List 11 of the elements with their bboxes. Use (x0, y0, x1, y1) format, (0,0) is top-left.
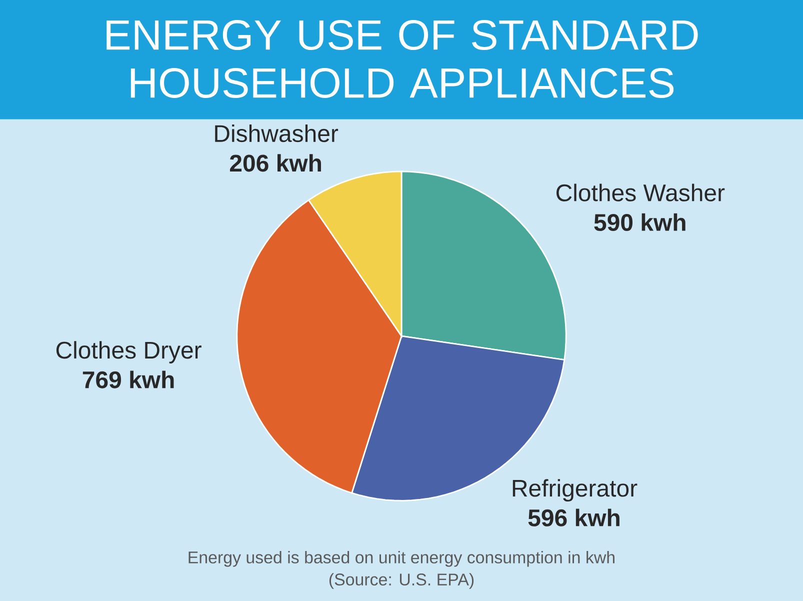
data-label: 769 kwh (82, 370, 174, 388)
data-label: 596 kwh (528, 508, 620, 526)
chart-title: ENERGY USE OF STANDARD HOUSEHOLD APPLIANCES (106, 20, 698, 98)
text: (Source: U.S. EPA) (329, 573, 474, 589)
slice-label: Clothes Dryer (56, 341, 202, 364)
data-label: 206 kwh (230, 154, 321, 172)
slice-label: Clothes Washer (556, 184, 725, 202)
slice-label: Refrigerator (512, 479, 638, 502)
text: Energy used is based on unit energy consumption in kwh (188, 550, 614, 567)
slice-label: Dishwasher (215, 124, 338, 142)
data-label: 590 kwh (594, 213, 686, 231)
